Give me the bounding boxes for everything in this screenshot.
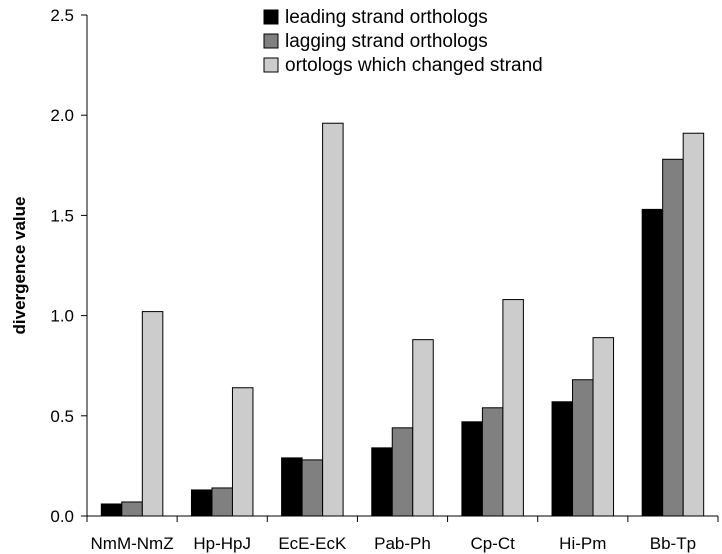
bar-Hp-HpJ-series-3	[231, 387, 254, 517]
x-tick-label: Pab-Ph	[374, 534, 431, 553]
x-tick-label: Hi-Pm	[559, 534, 606, 553]
legend-swatch	[263, 9, 279, 25]
x-tick-label: Cp-Ct	[470, 534, 515, 553]
bar-EcE-EcK-series-3	[322, 122, 344, 517]
bar-NmM-NmZ-series-3	[141, 311, 164, 517]
bar-Pab-Ph-series-2	[391, 427, 414, 517]
bar-Pab-Ph-series-1	[371, 447, 393, 517]
bar-Bb-Tp-series-1	[641, 208, 664, 517]
bar-Hi-Pm-series-1	[551, 401, 574, 517]
plot-area: divergence value 0.0 0.5 1.0 1.5 2.0 2.5 NmM-…	[10, 6, 719, 553]
legend-label: ortologs which changed strand	[285, 55, 543, 76]
bar-Hi-Pm-series-2	[572, 379, 594, 517]
bar-EcE-EcK-series-1	[281, 457, 303, 517]
legend-swatch	[263, 33, 279, 49]
y-axis-ticks: 0.0 0.5 1.0 1.5 2.0 2.5	[50, 6, 87, 526]
y-tick-label: 0.0	[50, 507, 74, 526]
bar-Bb-Tp-series-2	[662, 158, 684, 517]
y-tick-label: 2.0	[50, 106, 74, 125]
y-axis-title: divergence value	[10, 197, 29, 335]
legend: leading strand orthologs lagging strand o…	[263, 7, 543, 76]
bar-NmM-NmZ-series-1	[100, 503, 123, 517]
bar-EcE-EcK-series-2	[301, 459, 324, 517]
legend-label: lagging strand orthologs	[285, 31, 488, 52]
bar-Cp-Ct-series-3	[502, 299, 524, 517]
x-tick-label: Hp-HpJ	[193, 534, 251, 553]
y-tick-label: 2.5	[50, 6, 74, 25]
bar-Hp-HpJ-series-1	[190, 489, 213, 517]
bar-Cp-Ct-series-1	[461, 421, 483, 517]
bars	[100, 122, 705, 517]
y-tick-label: 1.5	[50, 206, 74, 225]
y-tick-label: 1.0	[50, 307, 74, 326]
x-axis-ticks: NmM-NmZ Hp-HpJ EcE-EcK Pab-Ph Cp-Ct Hi-Pm Bb-T…	[86, 516, 719, 553]
bar-Pab-Ph-series-3	[412, 339, 434, 517]
x-tick-label: NmM-NmZ	[91, 534, 174, 553]
y-tick-label: 0.5	[50, 407, 74, 426]
bar-Cp-Ct-series-2	[481, 407, 504, 517]
x-tick-label: Bb-Tp	[650, 534, 696, 553]
bar-Bb-Tp-series-3	[682, 132, 705, 517]
legend-label: leading strand orthologs	[285, 7, 488, 28]
legend-swatch	[263, 57, 279, 73]
bar-Hp-HpJ-series-2	[211, 487, 233, 517]
bar-NmM-NmZ-series-2	[121, 501, 143, 517]
x-tick-label: EcE-EcK	[278, 534, 347, 553]
bar-Hi-Pm-series-3	[592, 337, 615, 517]
